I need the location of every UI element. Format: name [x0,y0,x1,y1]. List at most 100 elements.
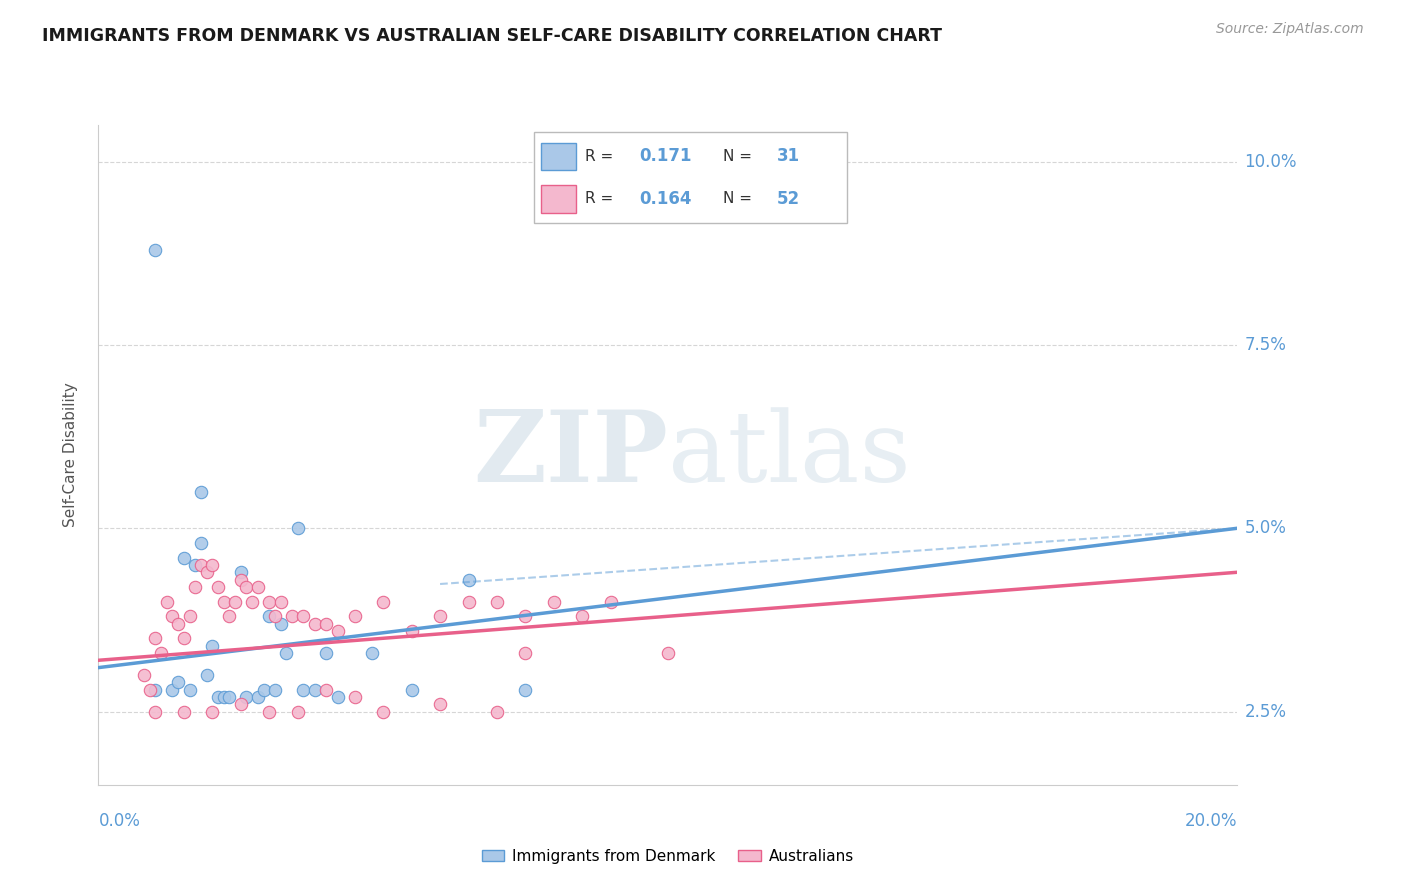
Text: N =: N = [723,192,756,206]
Point [195,566,218,580]
Point [145,705,167,719]
Text: 0.164: 0.164 [640,190,692,208]
Point [276,646,298,660]
Text: ZIP: ZIP [472,407,668,503]
Point [195,668,218,682]
Point [240,594,263,608]
Point [190,484,212,499]
Point [162,682,184,697]
Bar [541,143,576,170]
Point [264,609,287,624]
Point [145,243,167,257]
Point [515,682,537,697]
Point [515,646,537,660]
Point [229,573,252,587]
Point [259,594,281,608]
Point [600,594,623,608]
Point [304,616,326,631]
Point [246,580,269,594]
Point [173,705,195,719]
Point [315,682,337,697]
Point [287,705,309,719]
Point [373,594,395,608]
Point [401,624,423,638]
Text: N =: N = [723,149,756,164]
Point [304,682,326,697]
Point [486,705,509,719]
Point [457,594,479,608]
Point [167,616,190,631]
Point [360,646,382,660]
Point [571,609,593,624]
Text: IMMIGRANTS FROM DENMARK VS AUSTRALIAN SELF-CARE DISABILITY CORRELATION CHART: IMMIGRANTS FROM DENMARK VS AUSTRALIAN SE… [42,27,942,45]
Point [229,698,252,712]
Text: 2.5%: 2.5% [1244,703,1286,721]
Point [235,580,257,594]
Point [173,550,195,565]
Point [287,521,309,535]
Point [252,682,274,697]
Point [343,609,366,624]
FancyBboxPatch shape [534,132,846,223]
Point [429,698,451,712]
Point [150,646,173,660]
Point [429,609,451,624]
Point [543,594,565,608]
Point [184,558,207,572]
Point [259,705,281,719]
Point [270,616,292,631]
Text: 52: 52 [776,190,800,208]
Point [515,609,537,624]
Text: 20.0%: 20.0% [1185,812,1237,830]
Point [201,639,224,653]
Point [207,690,229,704]
Point [315,646,337,660]
Text: Source: ZipAtlas.com: Source: ZipAtlas.com [1216,22,1364,37]
Text: 0.171: 0.171 [640,147,692,165]
Point [373,705,395,719]
Point [145,682,167,697]
Point [207,580,229,594]
Point [201,705,224,719]
Point [138,682,160,697]
Point [457,573,479,587]
Point [162,609,184,624]
Point [190,558,212,572]
Point [235,690,257,704]
Text: R =: R = [585,192,619,206]
Text: atlas: atlas [668,407,911,503]
Point [167,675,190,690]
Text: 5.0%: 5.0% [1244,519,1286,537]
Point [229,566,252,580]
Text: 10.0%: 10.0% [1244,153,1296,170]
Legend: Immigrants from Denmark, Australians: Immigrants from Denmark, Australians [475,843,860,870]
Point [190,536,212,550]
Point [156,594,179,608]
Point [201,558,224,572]
Point [270,594,292,608]
Point [218,609,240,624]
Point [315,616,337,631]
Text: 31: 31 [776,147,800,165]
Point [173,632,195,646]
Point [281,609,304,624]
Point [326,690,349,704]
Point [132,668,155,682]
Text: R =: R = [585,149,619,164]
Point [212,690,235,704]
Point [264,682,287,697]
Y-axis label: Self-Care Disability: Self-Care Disability [63,383,77,527]
Point [184,580,207,594]
Text: 7.5%: 7.5% [1244,336,1286,354]
Bar [541,185,576,213]
Point [343,690,366,704]
Point [145,632,167,646]
Point [486,594,509,608]
Point [246,690,269,704]
Point [179,609,201,624]
Point [218,690,240,704]
Point [657,646,679,660]
Point [259,609,281,624]
Point [401,682,423,697]
Text: 0.0%: 0.0% [98,812,141,830]
